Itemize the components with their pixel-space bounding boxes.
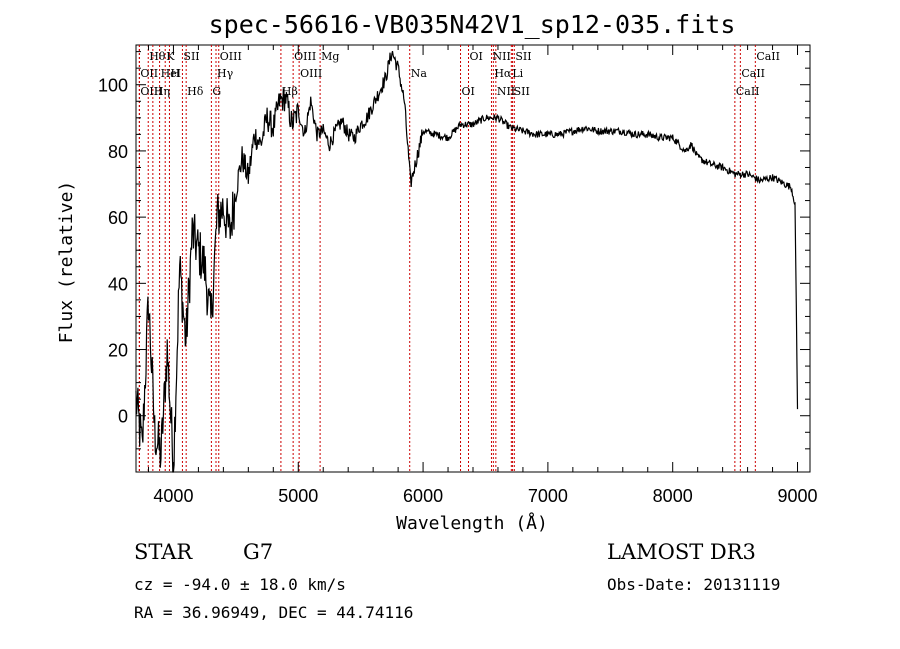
line-label: Hδ [187,85,204,98]
x-tick-label: 5000 [278,486,318,506]
line-label: OII [140,67,158,80]
line-label: Hη [154,85,170,98]
line-markers [138,45,756,472]
line-label: OIII [140,85,162,98]
axis-ticks: 4000 5000 6000 7000 8000 9000 0 20 40 60 80 100 [98,45,818,506]
line-label: Hα [494,67,512,80]
ra-dec-coordinates: RA = 36.96949, DEC = 44.74116 [134,603,413,622]
line-label: HeI [161,67,181,80]
object-class: STAR [134,540,193,564]
line-label: CaII [741,67,765,80]
redshift-velocity: cz = -94.0 ± 18.0 km/s [134,575,346,594]
y-tick-label: 80 [108,142,128,162]
line-label: H [170,67,180,80]
x-tick-label: 7000 [528,486,568,506]
line-label: OI [470,50,483,63]
line-label: Hγ [217,67,234,80]
line-label: SII [515,50,531,63]
x-tick-label: 8000 [653,486,693,506]
y-tick-label: 40 [108,274,128,294]
y-tick-label: 60 [108,208,128,228]
observation-date: Obs-Date: 20131119 [607,575,780,594]
y-tick-label: 100 [98,76,128,96]
line-label: G [212,85,221,98]
line-label: Hθ [149,50,166,63]
line-labels: HθOIIOIIIKHeIHηSIIHHδOIIIHγGOIIIOIIIHβMg… [140,50,780,98]
line-label: CaII [756,50,780,63]
x-tick-label: 9000 [777,486,817,506]
survey-name: LAMOST DR3 [607,540,756,564]
y-tick-label: 20 [108,341,128,361]
line-label: NII [492,50,510,63]
chart-title: spec-56616-VB035N42V1_sp12-035.fits [209,10,736,39]
object-subclass: G7 [243,540,273,564]
y-tick-label: 0 [118,407,128,427]
plot-frame [135,44,811,473]
line-label: NII [497,85,515,98]
line-label: OI [462,85,475,98]
line-label: OIII [220,50,242,63]
x-tick-label: 6000 [403,486,443,506]
line-label: CaII [736,85,760,98]
y-axis-label: Flux (relative) [56,181,77,344]
line-label: SII [514,85,530,98]
x-axis-label: Wavelength (Å) [396,512,548,534]
line-label: Na [411,67,428,80]
line-label: K [166,50,175,63]
x-tick-label: 4000 [153,486,193,506]
line-label: Mg [321,50,339,63]
line-label: SII [183,50,199,63]
line-label: OIII [300,67,322,80]
line-label: Li [512,67,523,80]
spectrum-line [135,50,799,473]
line-label: OIII [294,50,316,63]
